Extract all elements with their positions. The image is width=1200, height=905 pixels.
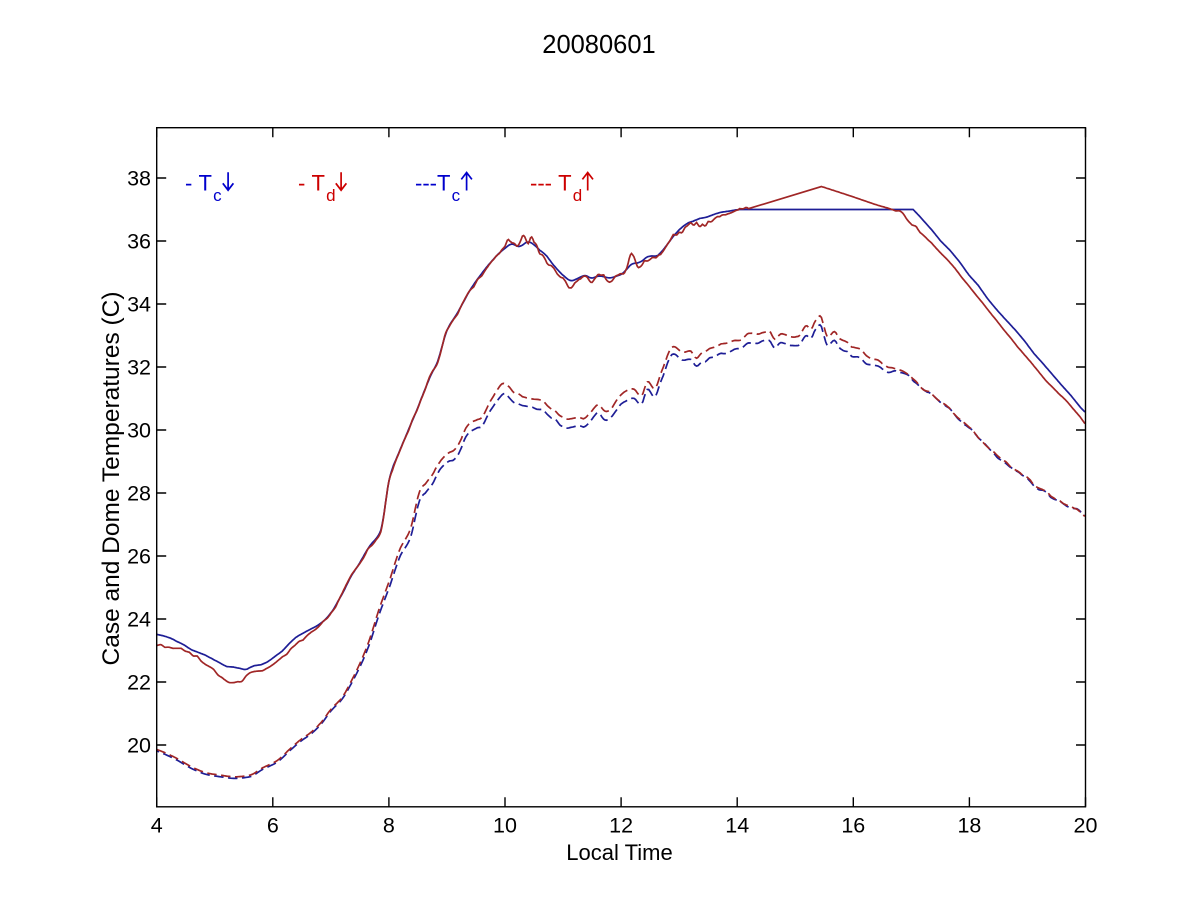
svg-text:Local Time: Local Time [566,840,672,865]
svg-text:26: 26 [127,545,151,569]
svg-text:30: 30 [127,419,151,443]
svg-text:--- T: --- T [530,171,572,196]
svg-text:24: 24 [127,608,151,632]
svg-text:Case and Dome Temperatures (C): Case and Dome Temperatures (C) [98,291,125,665]
svg-text:8: 8 [383,814,395,838]
svg-text:c: c [213,186,222,205]
svg-text:c: c [452,186,461,205]
svg-text:20: 20 [127,734,151,758]
svg-text:18: 18 [957,814,981,838]
svg-text:20080601: 20080601 [542,31,655,59]
svg-text:20: 20 [1074,814,1098,838]
svg-text:4: 4 [151,814,163,838]
svg-text:28: 28 [127,482,151,506]
svg-text:32: 32 [127,356,151,380]
svg-text:d: d [326,186,335,205]
svg-text:22: 22 [127,671,151,695]
svg-text:6: 6 [267,814,279,838]
svg-text:36: 36 [127,230,151,254]
svg-text:14: 14 [725,814,749,838]
svg-text:12: 12 [609,814,633,838]
svg-text:---T: ---T [415,171,450,196]
svg-text:- T: - T [298,171,325,196]
svg-text:16: 16 [841,814,865,838]
svg-text:d: d [573,186,582,205]
svg-text:38: 38 [127,167,151,191]
svg-text:- T: - T [185,171,212,196]
svg-text:10: 10 [493,814,517,838]
svg-text:34: 34 [127,293,151,317]
